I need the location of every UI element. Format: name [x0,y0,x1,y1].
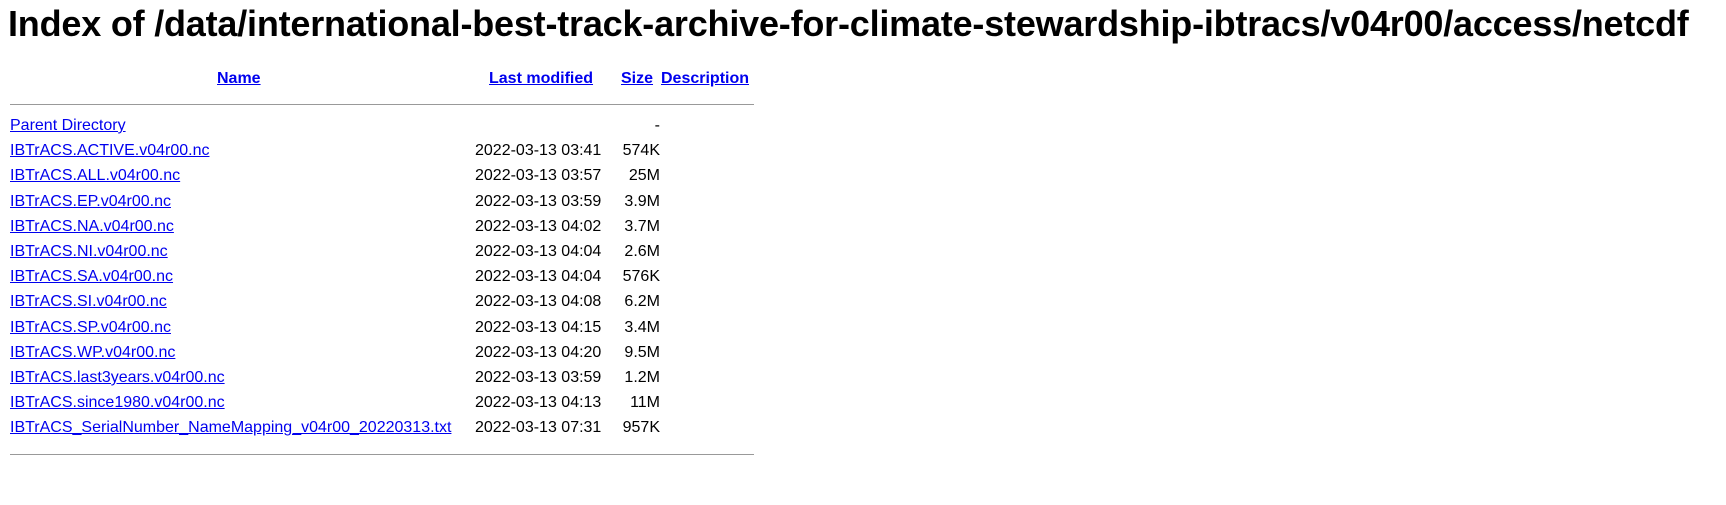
header-divider [10,104,754,105]
file-last-modified: 2022-03-13 04:04 [475,242,602,260]
page-title: Index of /data/international-best-track-… [8,3,1689,44]
file-last-modified: 2022-03-13 04:13 [475,394,602,412]
file-last-modified: 2022-03-13 03:57 [475,167,602,185]
sort-by-size-link[interactable]: Size [621,70,654,87]
file-size: 6.2M [624,293,660,311]
file-link[interactable]: IBTrACS.SA.v04r00.nc [10,268,174,286]
sort-by-name-link[interactable]: Name [217,70,261,87]
file-size: 25M [628,167,660,185]
file-size: 3.4M [624,318,660,336]
file-size: 9.5M [624,343,660,361]
file-size: 3.7M [624,217,660,235]
file-size: 3.9M [624,192,660,210]
file-link[interactable]: IBTrACS.last3years.v04r00.nc [10,368,225,386]
file-rows: Parent Directory - IBTrACS.ACTIVE.v04r00… [10,105,756,454]
file-last-modified: 2022-03-13 04:04 [475,268,602,286]
file-row: IBTrACS.WP.v04r00.nc 2022-03-13 04:20 9.5M [10,344,756,369]
parent-directory-row: Parent Directory - [10,117,756,142]
file-link[interactable]: IBTrACS.EP.v04r00.nc [10,192,171,210]
file-row: IBTrACS_SerialNumber_NameMapping_v04r00_… [10,419,756,444]
footer-divider [10,454,754,456]
file-last-modified: 2022-03-13 03:59 [475,192,602,210]
file-row: IBTrACS.SP.v04r00.nc 2022-03-13 04:15 3.4M [10,319,756,344]
file-table: Name Last modified Size Description Pare… [10,66,756,456]
file-link[interactable]: IBTrACS.NA.v04r00.nc [10,217,174,235]
file-last-modified: 2022-03-13 04:20 [475,343,602,361]
file-row: IBTrACS.last3years.v04r00.nc 2022-03-13 0… [10,369,756,394]
file-last-modified: 2022-03-13 07:31 [475,419,602,437]
sort-by-description-link[interactable]: Description [661,70,750,87]
file-size: 957K [622,419,660,437]
file-link[interactable]: IBTrACS_SerialNumber_NameMapping_v04r00_… [10,419,452,437]
file-link[interactable]: IBTrACS.since1980.v04r00.nc [10,394,225,412]
file-row: IBTrACS.since1980.v04r00.nc 2022-03-13 04… [10,394,756,419]
file-link[interactable]: IBTrACS.SP.v04r00.nc [10,318,171,336]
file-row: IBTrACS.NA.v04r00.nc 2022-03-13 04:02 3.7M [10,218,756,243]
file-row: IBTrACS.ALL.v04r00.nc 2022-03-13 03:57 25… [10,167,756,192]
file-link[interactable]: IBTrACS.ALL.v04r00.nc [10,167,181,185]
table-header: Name Last modified Size Description [10,66,756,94]
parent-directory-link[interactable]: Parent Directory [10,117,126,134]
file-size: 11M [630,394,660,412]
file-size: 1.2M [624,368,660,386]
file-last-modified: 2022-03-13 03:59 [475,368,602,386]
file-link[interactable]: IBTrACS.ACTIVE.v04r00.nc [10,142,210,160]
file-size: 576K [622,268,660,286]
file-link[interactable]: IBTrACS.SI.v04r00.nc [10,293,167,311]
sort-by-last-modified-link[interactable]: Last modified [489,70,594,87]
file-row: IBTrACS.SI.v04r00.nc 2022-03-13 04:08 6.2M [10,293,756,318]
file-link[interactable]: IBTrACS.WP.v04r00.nc [10,343,176,361]
file-row: IBTrACS.SA.v04r00.nc 2022-03-13 04:04 576K [10,268,756,293]
file-last-modified: 2022-03-13 04:08 [475,293,602,311]
file-last-modified: 2022-03-13 04:02 [475,217,602,235]
file-row: IBTrACS.NI.v04r00.nc 2022-03-13 04:04 2.6M [10,243,756,268]
file-size: 574K [622,142,660,160]
file-size: 2.6M [624,242,660,260]
file-last-modified: 2022-03-13 04:15 [475,318,602,336]
file-row: IBTrACS.EP.v04r00.nc 2022-03-13 03:59 3.9M [10,193,756,218]
file-last-modified: 2022-03-13 03:41 [475,142,602,160]
file-link[interactable]: IBTrACS.NI.v04r00.nc [10,242,168,260]
file-row: IBTrACS.ACTIVE.v04r00.nc 2022-03-13 03:41… [10,142,756,167]
parent-directory-size: - [654,117,660,134]
